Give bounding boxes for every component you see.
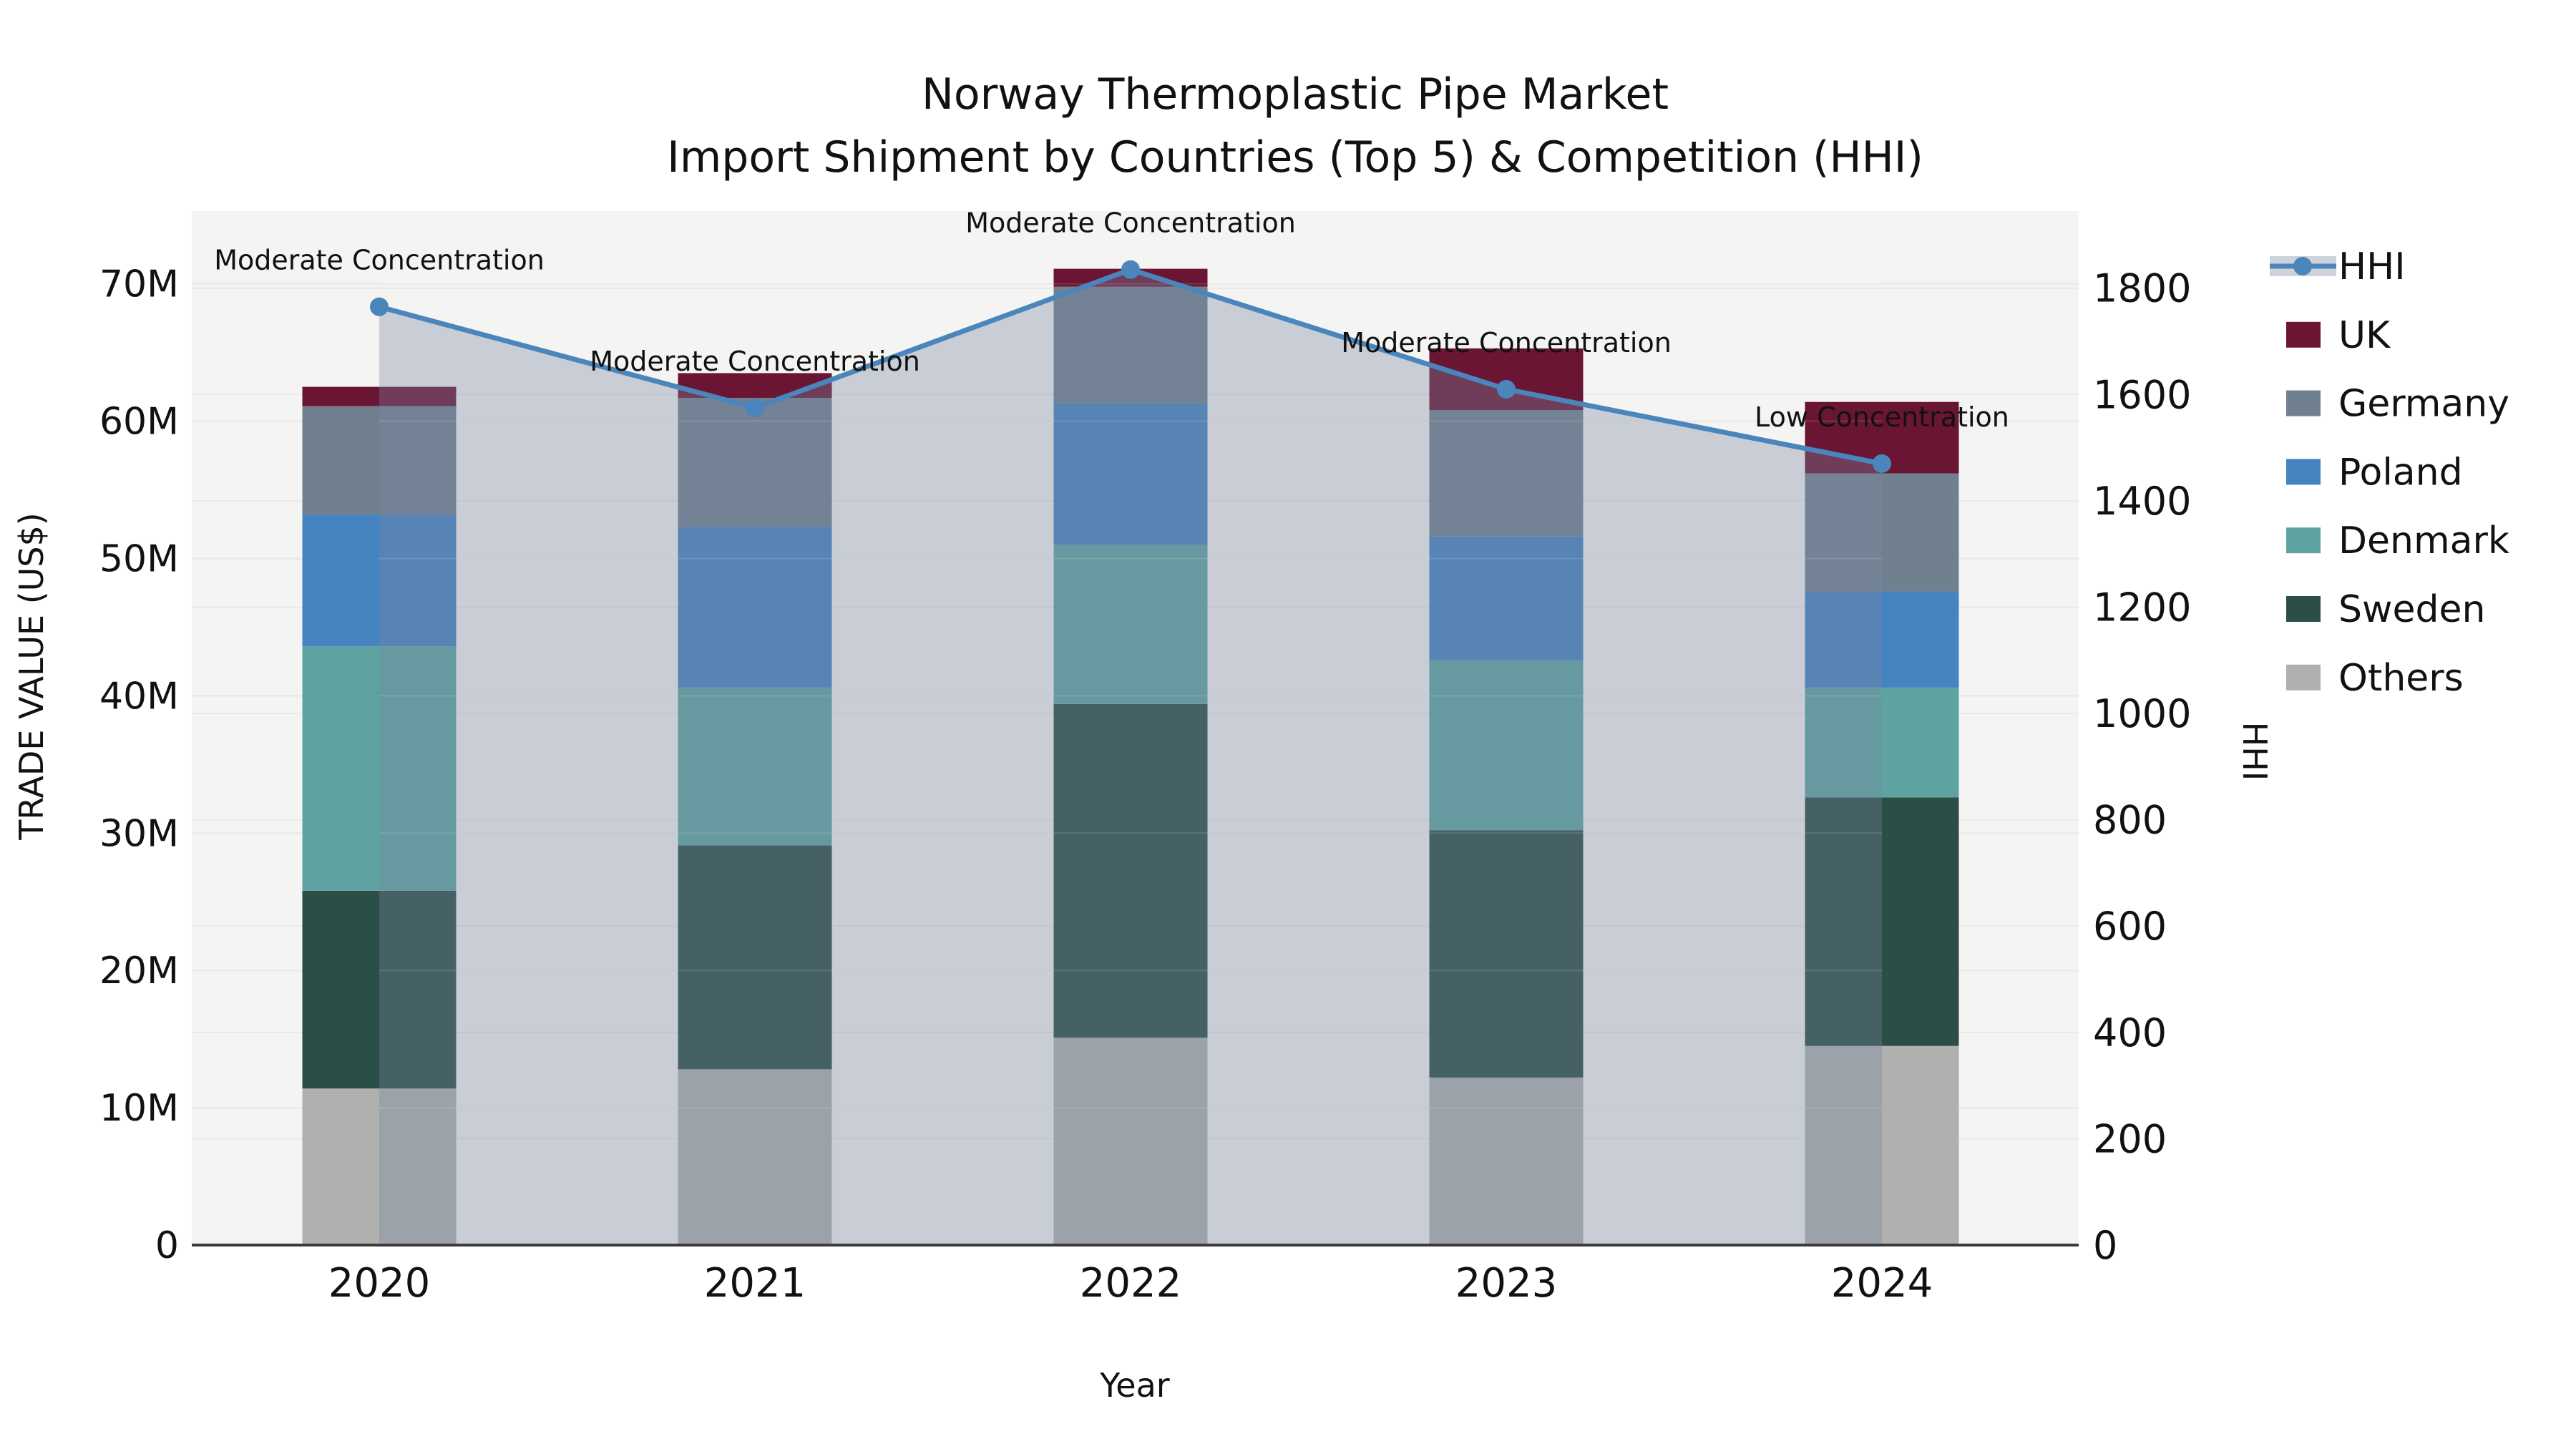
annotation-2024: Low Concentration (1755, 401, 2009, 433)
bar-segment-denmark-2022 (1053, 545, 1208, 704)
legend-swatch-uk (2286, 321, 2321, 348)
legend-label-others: Others (2338, 657, 2464, 700)
legend: HHI UK Germany Poland Denmark Sweden Others (2270, 245, 2509, 700)
legend-item-poland: Poland (2286, 451, 2463, 494)
y-axis-tick-label-left: 60M (99, 401, 179, 444)
y-axis-tick-label-left: 70M (99, 263, 179, 306)
bar-segment-denmark-2024 (1805, 687, 1959, 798)
bar-segment-sweden-2023 (1429, 830, 1584, 1078)
y-axis-tick-label-left: 10M (99, 1087, 179, 1130)
y-axis-tick-label-right: 1200 (2093, 585, 2191, 630)
hhi-marker-2024 (1873, 454, 1891, 473)
legend-swatch-germany (2286, 390, 2321, 416)
bar-segment-germany-2023 (1429, 410, 1584, 537)
bar-segment-denmark-2020 (302, 646, 457, 891)
hhi-marker-2022 (1121, 260, 1140, 279)
y-axis-tick-label-right: 1800 (2093, 266, 2191, 311)
bar-segment-sweden-2020 (302, 890, 457, 1089)
bar-segment-denmark-2023 (1429, 660, 1584, 831)
chart-title-line1: Norway Thermoplastic Pipe Market (922, 69, 1669, 119)
y-axis-tick-label-left: 40M (99, 675, 179, 718)
bar-segment-poland-2024 (1805, 591, 1959, 688)
legend-item-sweden: Sweden (2286, 588, 2486, 631)
hhi-marker-2021 (746, 398, 764, 417)
bar-segment-others-2024 (1805, 1045, 1959, 1245)
y-axis-title-right: HHI (2235, 722, 2274, 781)
annotation-2020: Moderate Concentration (214, 245, 545, 276)
plot-area: Moderate Concentration Moderate Concentra… (99, 208, 2191, 1307)
legend-swatch-sweden (2286, 596, 2321, 622)
legend-label-germany: Germany (2338, 383, 2509, 426)
bar-segment-others-2021 (678, 1069, 832, 1245)
bar-segment-germany-2021 (678, 397, 832, 527)
y-axis-tick-label-right: 600 (2093, 904, 2167, 949)
y-axis-tick-label-right: 1000 (2093, 691, 2191, 736)
legend-swatch-others (2286, 664, 2321, 691)
bar-segment-poland-2021 (678, 527, 832, 688)
legend-swatch-denmark (2286, 527, 2321, 554)
legend-label-poland: Poland (2338, 451, 2463, 494)
x-axis-tick-label: 2020 (328, 1260, 431, 1307)
bar-segment-germany-2022 (1053, 286, 1208, 404)
y-axis-tick-label-left: 0 (155, 1224, 179, 1267)
y-axis-tick-label-right: 800 (2093, 798, 2167, 843)
legend-item-uk: UK (2286, 314, 2391, 357)
bar-segment-others-2022 (1053, 1038, 1208, 1245)
chart-title-line2: Import Shipment by Countries (Top 5) & C… (667, 132, 1923, 182)
y-axis-tick-label-left: 20M (99, 950, 179, 992)
bars-group (302, 268, 1959, 1245)
bar-segment-uk-2020 (302, 386, 457, 406)
bar-segment-germany-2020 (302, 406, 457, 515)
y-axis-title-left: TRADE VALUE (US$) (12, 512, 51, 840)
bar-segment-sweden-2021 (678, 845, 832, 1070)
y-axis-tick-label-right: 400 (2093, 1010, 2167, 1055)
x-axis-tick-label: 2023 (1455, 1260, 1558, 1307)
bar-segment-germany-2024 (1805, 473, 1959, 592)
hhi-area-fill (379, 269, 1882, 1245)
y-axis-tick-label-right: 1400 (2093, 479, 2191, 524)
legend-label-denmark: Denmark (2338, 519, 2509, 562)
x-axis-tick-label: 2021 (704, 1260, 806, 1307)
y-axis-tick-label-right: 200 (2093, 1116, 2167, 1161)
legend-item-others: Others (2286, 657, 2464, 700)
hhi-marker-2023 (1497, 379, 1516, 399)
x-axis-title: Year (1099, 1366, 1169, 1405)
bar-segment-poland-2022 (1053, 403, 1208, 545)
legend-swatch-poland (2286, 459, 2321, 485)
bar-segment-sweden-2022 (1053, 703, 1208, 1038)
x-axis-tick-label: 2024 (1831, 1260, 1933, 1307)
legend-item-denmark: Denmark (2286, 519, 2509, 562)
annotation-2022: Moderate Concentration (965, 208, 1296, 239)
bar-segment-poland-2023 (1429, 536, 1584, 660)
y-axis-tick-label-left: 30M (99, 812, 179, 855)
bar-segment-poland-2020 (302, 514, 457, 647)
legend-label-sweden: Sweden (2338, 588, 2486, 631)
annotation-2021: Moderate Concentration (590, 346, 920, 377)
bar-segment-others-2020 (302, 1088, 457, 1245)
legend-label-uk: UK (2338, 314, 2391, 357)
annotation-2023: Moderate Concentration (1341, 327, 1672, 358)
bar-segment-sweden-2024 (1805, 797, 1959, 1046)
y-axis-tick-label-right: 1600 (2093, 372, 2191, 417)
legend-item-germany: Germany (2286, 383, 2509, 426)
x-axis-tick-label: 2022 (1080, 1260, 1182, 1307)
legend-label-hhi: HHI (2338, 245, 2406, 288)
legend-hhi-marker-swatch (2293, 257, 2312, 275)
bar-segment-denmark-2021 (678, 687, 832, 846)
bar-segment-others-2023 (1429, 1077, 1584, 1245)
legend-item-hhi: HHI (2270, 245, 2406, 288)
hhi-marker-2020 (370, 297, 389, 316)
y-axis-tick-label-right: 0 (2093, 1223, 2117, 1268)
y-axis-tick-label-left: 50M (99, 538, 179, 581)
